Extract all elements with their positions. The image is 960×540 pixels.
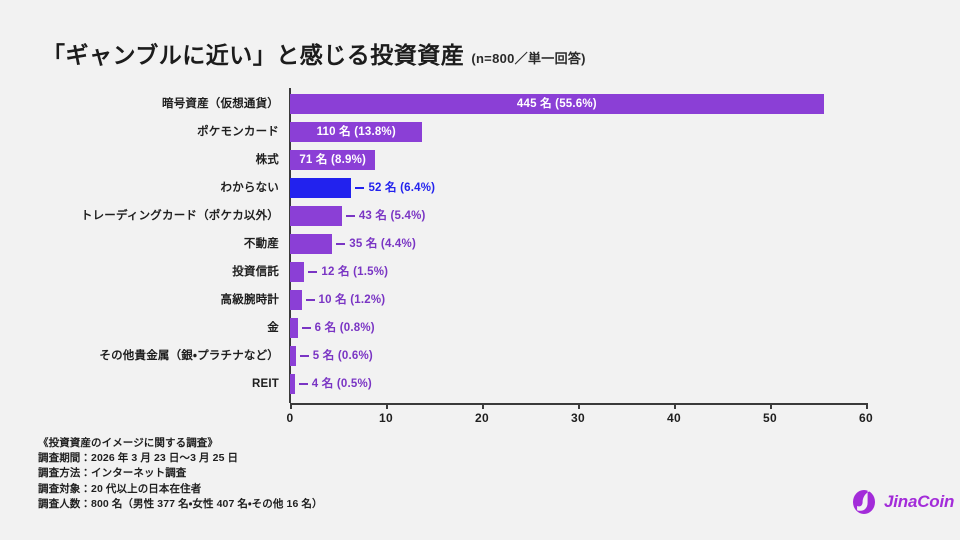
label-connector xyxy=(336,243,346,245)
footnote-line: 調査期間：2026 年 3 月 23 日〜3 月 25 日 xyxy=(38,452,239,465)
label-connector xyxy=(299,355,309,357)
bar-value-label: 71 名 (8.9%) xyxy=(299,154,367,166)
plot-area: 暗号資産（仮想通貨） 445 名 (55.6%) ポケモンカード 110 名 (13.… xyxy=(81,90,866,400)
bar-value-label: 52 名 (6.4%) xyxy=(368,182,436,194)
bar-value-label: 12 名 (1.5%) xyxy=(321,266,389,278)
x-axis-tick xyxy=(386,403,388,409)
bar-row: わからない 52 名 (6.4%) xyxy=(221,174,866,202)
x-axis-tick xyxy=(674,403,676,409)
category-label: 暗号資産（仮想通貨） xyxy=(162,98,279,110)
jinacoin-logo[interactable]: JinaCoin . xyxy=(852,489,960,515)
x-axis-tick xyxy=(578,403,580,409)
x-axis-tick xyxy=(482,403,484,409)
bar xyxy=(290,122,423,142)
category-label: 高級腕時計 xyxy=(220,294,279,306)
category-label: トレーディングカード（ポケカ以外） xyxy=(80,210,279,222)
bar-value-label: 5 名 (0.6%) xyxy=(312,350,373,362)
bar-row: 暗号資産（仮想通貨） 445 名 (55.6%) xyxy=(162,90,866,118)
bar xyxy=(290,234,333,254)
bar-row: 金 6 名 (0.8%) xyxy=(267,314,866,342)
footnote-line: 《投資資産のイメージに関する調査》 xyxy=(38,437,218,449)
x-axis-tick xyxy=(866,403,868,409)
title-main-text: 「ギャンブルに近い」と感じる投資資産 xyxy=(42,42,465,68)
x-axis-tick-label: 60 xyxy=(859,411,873,425)
bar xyxy=(290,346,296,366)
bar xyxy=(290,150,376,170)
label-connector xyxy=(345,215,355,217)
bar-row: 高級腕時計 10 名 (1.2%) xyxy=(221,286,866,314)
bar-value-label: 110 名 (13.8%) xyxy=(316,126,396,138)
bar xyxy=(290,94,824,114)
footnote-line: 調査対象：20 代以上の日本在住者 xyxy=(38,482,202,495)
bar-row: トレーディングカード（ポケカ以外） 43 名 (5.4%) xyxy=(81,202,866,230)
bar-value-label: 4 名 (0.5%) xyxy=(311,378,372,390)
x-axis-tick-label: 20 xyxy=(475,411,489,425)
survey-footnote: 《投資資産のイメージに関する調査》調査期間：2026 年 3 月 23 日〜3 … xyxy=(38,436,323,512)
bar xyxy=(290,262,305,282)
bar-row: 株式 71 名 (8.9%) xyxy=(256,146,866,174)
bar-row: 投資信託 12 名 (1.5%) xyxy=(232,258,866,286)
page-title: 「ギャンブルに近い」と感じる投資資産 (n=800／単一回答) xyxy=(42,36,586,70)
x-axis-tick xyxy=(290,403,292,409)
title-subtitle-text: (n=800／単一回答) xyxy=(471,51,586,66)
category-label: 株式 xyxy=(255,154,279,166)
bar-value-label: 43 名 (5.4%) xyxy=(358,210,426,222)
jinacoin-logo-text: JinaCoin xyxy=(884,492,955,511)
category-label: 投資信託 xyxy=(232,266,279,278)
category-label: REIT xyxy=(252,378,279,390)
bar-row: REIT 4 名 (0.5%) xyxy=(252,370,866,398)
bar xyxy=(290,290,302,310)
x-axis-tick xyxy=(770,403,772,409)
category-label: ポケモンカード xyxy=(197,126,279,138)
label-connector xyxy=(301,327,311,329)
label-connector xyxy=(305,299,315,301)
bar xyxy=(290,318,298,338)
bar xyxy=(290,206,342,226)
x-axis-tick-label: 40 xyxy=(667,411,681,425)
x-axis-tick-label: 0 xyxy=(286,411,294,425)
label-connector xyxy=(355,187,365,189)
footnote-line: 調査方法：インターネット調査 xyxy=(38,467,187,480)
bar-row: その他貴金属（銀・プラチナなど） 5 名 (0.6%) xyxy=(99,342,866,370)
category-label: その他貴金属（銀・プラチナなど） xyxy=(99,350,279,362)
bar-row: ポケモンカード 110 名 (13.8%) xyxy=(197,118,866,146)
x-axis-tick-label: 50 xyxy=(763,411,777,425)
x-axis-tick-label: 10 xyxy=(379,411,393,425)
bar-value-label: 10 名 (1.2%) xyxy=(318,294,386,306)
category-label: 金 xyxy=(267,322,279,334)
bar-value-label: 35 名 (4.4%) xyxy=(349,238,416,250)
bar xyxy=(290,374,295,394)
footnote-line: 調査人数：800 名（男性 377 名・女性 407 名・その他 16 名） xyxy=(38,497,323,510)
category-label: わからない xyxy=(220,182,279,194)
jinacoin-circle-j-icon xyxy=(853,490,875,514)
label-connector xyxy=(298,383,308,385)
bar xyxy=(290,178,352,198)
bar-row: 不動産 35 名 (4.4%) xyxy=(244,230,866,258)
category-label: 不動産 xyxy=(243,238,279,250)
label-connector xyxy=(308,271,318,273)
x-axis-tick-label: 30 xyxy=(571,411,585,425)
bar-value-label: 6 名 (0.8%) xyxy=(314,322,375,334)
bar-value-label: 445 名 (55.6%) xyxy=(516,98,597,110)
